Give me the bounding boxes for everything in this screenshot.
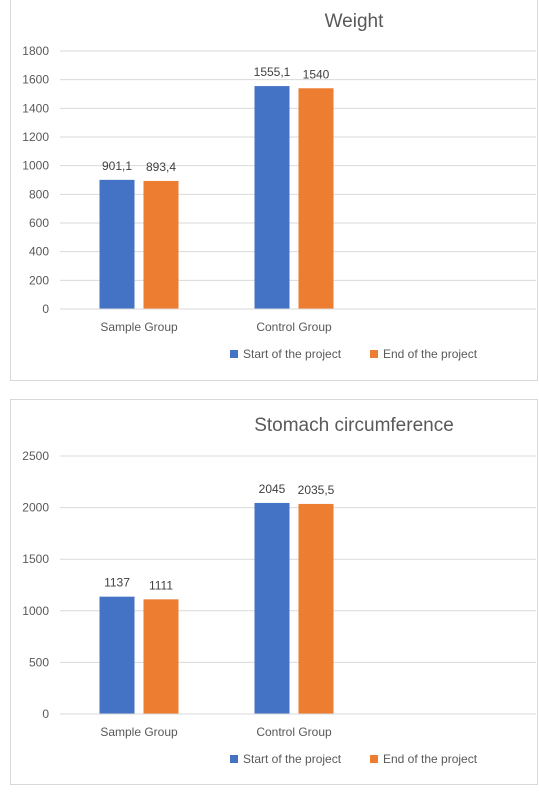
data-label: 1111 [149, 578, 173, 592]
y-tick-label: 1200 [22, 130, 49, 144]
legend-swatch-start [230, 755, 238, 763]
legend-label: End of the project [383, 752, 478, 766]
y-tick-label: 1000 [22, 604, 49, 618]
category-label: Sample Group [100, 320, 178, 334]
data-label: 1555,1 [254, 65, 291, 79]
chart-title: Stomach circumference [254, 415, 454, 436]
legend-label: Start of the project [243, 752, 342, 766]
bar-end-1 [298, 503, 334, 714]
legend-swatch-end [370, 755, 378, 763]
data-label: 901,1 [102, 159, 132, 173]
y-tick-label: 1800 [22, 44, 49, 58]
bar-start-1 [254, 502, 290, 714]
chart-title: Weight [325, 11, 385, 32]
bar-end-0 [143, 180, 179, 309]
weight-chart-svg: Weight 0 200 400 600 800 1000 1200 1400 1600 1800 9… [22, 11, 536, 361]
bar-start-1 [254, 86, 290, 310]
data-label: 2045 [259, 482, 286, 496]
bar-end-0 [143, 599, 179, 714]
category-label: Control Group [256, 725, 332, 739]
stomach-circumference-chart: Stomach circumference 0 500 1000 1500 2000 250… [10, 399, 538, 785]
y-tick-label: 1400 [22, 101, 49, 115]
y-tick-label: 800 [29, 187, 49, 201]
y-tick-label: 0 [42, 302, 49, 316]
data-label: 1540 [303, 67, 330, 81]
bar-start-0 [99, 596, 135, 714]
data-label: 2035,5 [298, 483, 335, 497]
bar-end-1 [298, 88, 334, 310]
weight-chart: Weight 0 200 400 600 800 1000 1200 1400 1600 1800 9… [10, 0, 538, 381]
category-label: Control Group [256, 320, 332, 334]
y-tick-label: 600 [29, 216, 49, 230]
y-tick-label: 1000 [22, 159, 49, 173]
data-label: 1137 [104, 576, 130, 590]
stomach-circumference-chart-svg: Stomach circumference 0 500 1000 1500 2000 250… [22, 415, 536, 766]
legend-label: End of the project [383, 347, 478, 361]
y-tick-label: 1500 [22, 552, 49, 566]
y-tick-label: 0 [42, 707, 49, 721]
legend-swatch-end [370, 350, 378, 358]
y-tick-label: 500 [29, 655, 49, 669]
y-tick-label: 200 [29, 273, 49, 287]
legend-label: Start of the project [243, 347, 342, 361]
category-label: Sample Group [100, 725, 178, 739]
y-tick-label: 1600 [22, 73, 49, 87]
y-tick-label: 2500 [22, 449, 49, 463]
bar-start-0 [99, 179, 135, 309]
y-tick-label: 2000 [22, 501, 49, 515]
y-tick-label: 400 [29, 245, 49, 259]
data-label: 893,4 [146, 160, 176, 174]
legend-swatch-start [230, 350, 238, 358]
